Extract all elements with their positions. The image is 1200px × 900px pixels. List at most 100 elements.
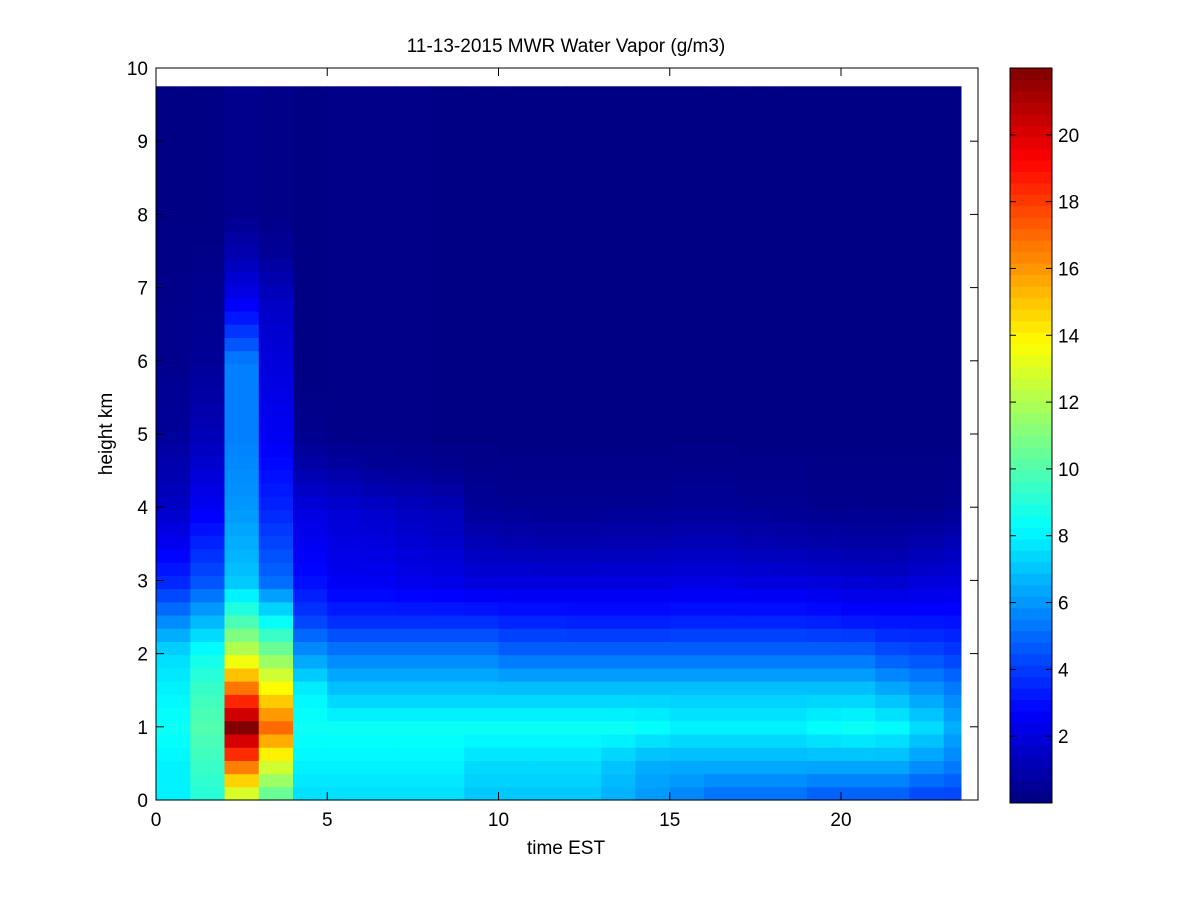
heatmap-cell xyxy=(841,575,876,590)
heatmap-cell xyxy=(772,667,808,682)
heatmap-cell xyxy=(841,310,876,325)
heatmap-cell xyxy=(601,192,637,206)
colorbar-swatch xyxy=(1010,688,1052,701)
heatmap-cell xyxy=(875,86,911,101)
heatmap-cell xyxy=(258,337,294,352)
heatmap-cell xyxy=(430,456,465,471)
heatmap-cell xyxy=(156,733,191,748)
heatmap-cell xyxy=(875,496,911,510)
heatmap-cell xyxy=(190,310,226,325)
heatmap-cell xyxy=(943,192,962,206)
heatmap-cell xyxy=(430,562,465,576)
heatmap-cell xyxy=(464,667,500,682)
heatmap-cell xyxy=(875,509,911,524)
heatmap-cell xyxy=(909,416,945,431)
heatmap-cell xyxy=(601,416,637,431)
heatmap-cell xyxy=(361,297,397,312)
heatmap-cell xyxy=(293,218,328,233)
heatmap-cell xyxy=(943,456,962,471)
heatmap-cell xyxy=(806,601,842,616)
heatmap-cell xyxy=(806,178,842,193)
heatmap-cell xyxy=(909,522,945,537)
heatmap-cell xyxy=(430,258,465,272)
heatmap-cell xyxy=(464,707,500,722)
heatmap-cell xyxy=(875,628,911,642)
heatmap-cell xyxy=(498,509,534,524)
heatmap-cell xyxy=(464,548,500,563)
heatmap-cell xyxy=(875,773,911,788)
colorbar-swatch xyxy=(1010,332,1052,345)
heatmap-cell xyxy=(806,231,842,246)
heatmap-cell xyxy=(464,258,500,272)
heatmap-cell xyxy=(224,125,260,140)
heatmap-cell xyxy=(395,125,431,140)
heatmap-cell xyxy=(772,496,808,510)
heatmap-cell xyxy=(875,284,911,299)
heatmap-cell xyxy=(772,350,808,365)
heatmap-cell xyxy=(293,694,328,709)
colorbar-swatch xyxy=(1010,619,1052,632)
heatmap-cell xyxy=(567,403,602,418)
heatmap-cell xyxy=(361,482,397,497)
heatmap-cell xyxy=(772,641,808,656)
heatmap-cell xyxy=(258,588,294,603)
heatmap-cell xyxy=(601,509,637,524)
heatmap-cell xyxy=(258,707,294,722)
heatmap-cell xyxy=(395,509,431,524)
heatmap-cell xyxy=(669,535,705,550)
heatmap-cell xyxy=(156,231,191,246)
heatmap-cell xyxy=(669,509,705,524)
heatmap-cell xyxy=(806,654,842,669)
heatmap-cell xyxy=(738,456,774,471)
heatmap-cell xyxy=(601,496,637,510)
heatmap-cell xyxy=(704,588,739,603)
heatmap-cell xyxy=(361,562,397,576)
heatmap-cell xyxy=(909,482,945,497)
heatmap-cell xyxy=(156,390,191,405)
heatmap-cell xyxy=(190,562,226,576)
heatmap-cell xyxy=(806,747,842,761)
heatmap-cell xyxy=(430,469,465,484)
heatmap-cell xyxy=(532,773,568,788)
heatmap-cell xyxy=(704,535,739,550)
heatmap-cell xyxy=(875,403,911,418)
heatmap-cell xyxy=(532,363,568,378)
heatmap-cell xyxy=(704,165,739,180)
colorbar-swatch xyxy=(1010,389,1052,402)
heatmap-cell xyxy=(943,178,962,193)
heatmap-cell xyxy=(772,297,808,312)
heatmap-cell xyxy=(258,628,294,642)
heatmap-cell xyxy=(395,588,431,603)
heatmap-cell xyxy=(293,297,328,312)
heatmap-cell xyxy=(738,231,774,246)
heatmap-cell xyxy=(498,548,534,563)
heatmap-cell xyxy=(464,271,500,286)
heatmap-cell xyxy=(498,773,534,788)
heatmap-cell xyxy=(601,337,637,352)
heatmap-cell xyxy=(772,562,808,576)
heatmap-cell xyxy=(190,575,226,590)
heatmap-cell xyxy=(224,535,260,550)
heatmap-cell xyxy=(156,403,191,418)
heatmap-cell xyxy=(875,707,911,722)
heatmap-cell xyxy=(156,654,191,669)
heatmap-cell xyxy=(430,522,465,537)
heatmap-cell xyxy=(738,350,774,365)
colorbar-swatch xyxy=(1010,79,1052,92)
heatmap-cell xyxy=(327,548,363,563)
heatmap-cell xyxy=(943,324,962,339)
heatmap-cell xyxy=(395,469,431,484)
colorbar-tick-label: 18 xyxy=(1058,193,1079,214)
heatmap-cell xyxy=(327,496,363,510)
heatmap-cell xyxy=(361,350,397,365)
heatmap-cell xyxy=(395,244,431,259)
heatmap-cell xyxy=(327,218,363,233)
heatmap-cell xyxy=(704,377,739,391)
heatmap-cell xyxy=(669,125,705,140)
heatmap-cell xyxy=(498,614,534,629)
heatmap-cell xyxy=(567,733,602,748)
heatmap-cell xyxy=(361,152,397,167)
heatmap-cell xyxy=(464,178,500,193)
heatmap-cell xyxy=(361,99,397,114)
heatmap-cell xyxy=(943,363,962,378)
